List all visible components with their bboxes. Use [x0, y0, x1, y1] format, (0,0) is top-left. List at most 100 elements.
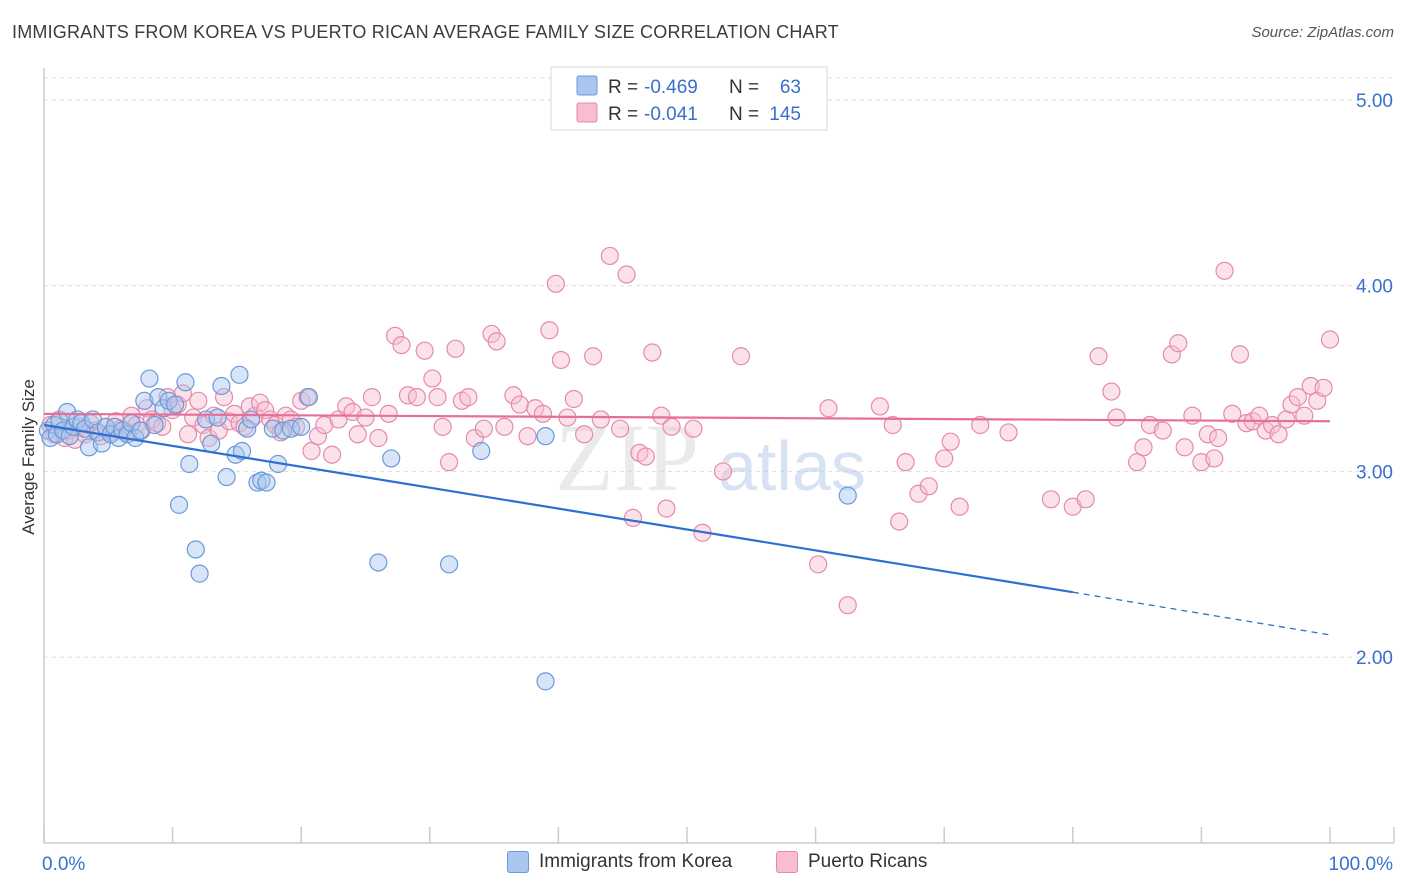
point-puerto-rican — [1041, 490, 1061, 509]
point-puerto-rican — [1076, 490, 1095, 509]
point-puerto-rican — [495, 417, 514, 436]
grid — [44, 77, 1394, 658]
point-puerto-rican — [1314, 378, 1333, 397]
point-puerto-rican — [564, 389, 583, 409]
point-puerto-rican — [178, 425, 198, 444]
point-puerto-rican — [546, 274, 565, 293]
point-puerto-rican — [883, 415, 902, 435]
point-puerto-rican — [1295, 406, 1314, 425]
point-puerto-rican — [379, 404, 398, 423]
legend-item-korea: Immigrants from Korea — [507, 851, 732, 873]
point-puerto-rican — [1153, 421, 1172, 440]
legend-r-label: R = — [608, 104, 638, 125]
point-puerto-rican — [510, 395, 529, 414]
point-korea — [241, 410, 261, 429]
source-label: Source: ZipAtlas.com — [1251, 24, 1394, 41]
point-puerto-rican — [575, 425, 594, 444]
point-korea — [232, 441, 252, 461]
legend-r-label: R = — [608, 77, 638, 98]
legend-swatch-blue — [507, 851, 529, 873]
point-puerto-rican — [1102, 382, 1121, 401]
point-puerto-rican — [1209, 428, 1228, 448]
point-korea — [439, 555, 459, 574]
point-puerto-rican — [1269, 425, 1288, 444]
point-korea — [140, 369, 159, 388]
point-puerto-rican — [657, 499, 676, 518]
correlation-legend: R = -0.469 N = 63 R = -0.041 N = 145 — [550, 66, 828, 131]
point-korea — [166, 395, 185, 414]
point-puerto-rican — [636, 447, 655, 466]
point-puerto-rican — [348, 425, 367, 444]
y-tick-label: 4.00 — [1356, 277, 1393, 298]
point-puerto-rican — [398, 386, 418, 405]
point-korea — [202, 434, 221, 453]
point-puerto-rican — [214, 388, 234, 407]
point-puerto-rican — [684, 419, 703, 438]
point-korea — [60, 427, 79, 446]
point-puerto-rican — [533, 404, 553, 423]
point-korea — [382, 449, 401, 468]
y-tick-label: 2.00 — [1356, 648, 1393, 669]
point-puerto-rican — [1162, 345, 1181, 364]
trend-line-puerto-rican — [43, 412, 1331, 423]
point-puerto-rican — [1134, 438, 1153, 457]
point-puerto-rican — [189, 391, 208, 410]
point-korea — [180, 454, 199, 474]
point-korea — [257, 473, 276, 492]
point-puerto-rican — [369, 428, 388, 448]
point-puerto-rican — [1223, 404, 1242, 423]
point-puerto-rican — [713, 462, 733, 481]
legend-label: Puerto Ricans — [808, 851, 928, 872]
axes: 2.00 3.00 4.00 5.00 0.0% 100.0% — [42, 68, 1395, 875]
point-puerto-rican — [504, 386, 523, 405]
point-puerto-rican — [122, 406, 141, 425]
point-korea — [536, 427, 555, 446]
point-puerto-rican — [971, 415, 990, 435]
point-puerto-rican — [551, 350, 571, 370]
trend-lines — [43, 412, 1331, 636]
watermark-atlas: atlas — [718, 427, 866, 505]
point-puerto-rican — [1288, 388, 1307, 407]
point-puerto-rican — [433, 417, 452, 436]
x-tick-label: 0.0% — [42, 854, 85, 875]
point-puerto-rican — [407, 388, 427, 407]
point-puerto-rican — [909, 484, 928, 503]
point-puerto-rican — [322, 445, 342, 464]
point-puerto-rican — [643, 343, 662, 362]
y-tick-label: 5.00 — [1356, 91, 1393, 112]
point-puerto-rican — [423, 369, 442, 388]
point-korea — [230, 365, 249, 384]
point-puerto-rican — [941, 432, 960, 451]
point-puerto-rican — [652, 406, 671, 425]
point-puerto-rican — [235, 417, 254, 436]
point-puerto-rican — [870, 397, 890, 416]
point-korea — [190, 564, 209, 583]
watermark: ZIP atlas — [555, 404, 866, 511]
point-puerto-rican — [356, 408, 375, 427]
point-puerto-rican — [1089, 347, 1108, 366]
point-puerto-rican — [1230, 345, 1250, 364]
point-puerto-rican — [890, 512, 909, 531]
point-puerto-rican — [731, 347, 751, 366]
point-puerto-rican — [1169, 334, 1188, 353]
point-korea — [176, 373, 195, 392]
point-korea — [217, 467, 236, 487]
legend-swatch-pink — [776, 851, 798, 873]
point-puerto-rican — [591, 410, 610, 429]
legend-n-value: 145 — [769, 104, 801, 125]
point-puerto-rican — [446, 339, 465, 358]
point-puerto-rican — [623, 508, 643, 527]
point-puerto-rican — [584, 347, 603, 366]
point-puerto-rican — [600, 246, 619, 266]
watermark-zip: ZIP — [555, 404, 699, 511]
point-puerto-rican — [459, 388, 478, 407]
point-puerto-rican — [819, 399, 838, 418]
point-korea — [145, 415, 164, 435]
point-puerto-rican — [838, 596, 857, 615]
point-puerto-rican — [1198, 425, 1217, 444]
point-puerto-rican — [362, 388, 382, 407]
point-puerto-rican — [809, 555, 828, 574]
legend-n-value: 63 — [780, 77, 801, 98]
point-puerto-rican — [999, 423, 1018, 442]
